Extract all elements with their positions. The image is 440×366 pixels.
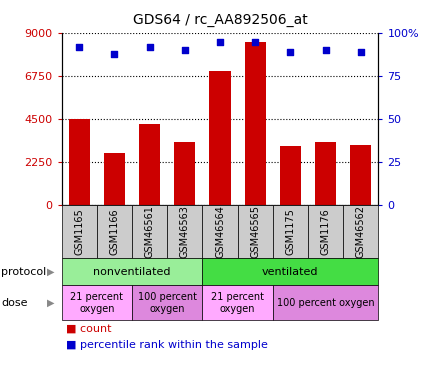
Bar [104,153,125,205]
Point [111,51,118,56]
Text: GDS64 / rc_AA892506_at: GDS64 / rc_AA892506_at [132,13,308,27]
Bar [174,142,195,205]
Point [216,39,224,45]
Text: ▶: ▶ [47,267,55,277]
Point [252,39,259,45]
Bar [209,71,231,205]
Text: nonventilated: nonventilated [93,267,171,277]
Text: ▶: ▶ [47,298,55,308]
Point [357,49,364,55]
Bar [315,142,336,205]
Bar [245,42,266,205]
Point [287,49,294,55]
Point [181,47,188,53]
Text: 21 percent
oxygen: 21 percent oxygen [70,292,123,314]
Bar [350,145,371,205]
Text: ■ percentile rank within the sample: ■ percentile rank within the sample [66,340,268,350]
Bar [69,119,90,205]
Text: GSM46564: GSM46564 [215,205,225,258]
Bar [280,146,301,205]
Text: GSM46563: GSM46563 [180,205,190,258]
Text: ■ count: ■ count [66,324,111,334]
Text: ventilated: ventilated [262,267,319,277]
Text: 21 percent
oxygen: 21 percent oxygen [211,292,264,314]
Text: 100 percent oxygen: 100 percent oxygen [277,298,374,308]
Point [322,47,329,53]
Text: 100 percent
oxygen: 100 percent oxygen [138,292,197,314]
Text: GSM46565: GSM46565 [250,205,260,258]
Text: GSM1165: GSM1165 [74,208,84,255]
Text: GSM1175: GSM1175 [286,208,295,255]
Point [76,44,83,50]
Bar [139,124,160,205]
Text: dose: dose [1,298,27,308]
Text: GSM46561: GSM46561 [145,205,154,258]
Text: protocol: protocol [1,267,46,277]
Point [146,44,153,50]
Text: GSM46562: GSM46562 [356,205,366,258]
Text: GSM1166: GSM1166 [110,208,119,255]
Text: GSM1176: GSM1176 [321,208,330,255]
